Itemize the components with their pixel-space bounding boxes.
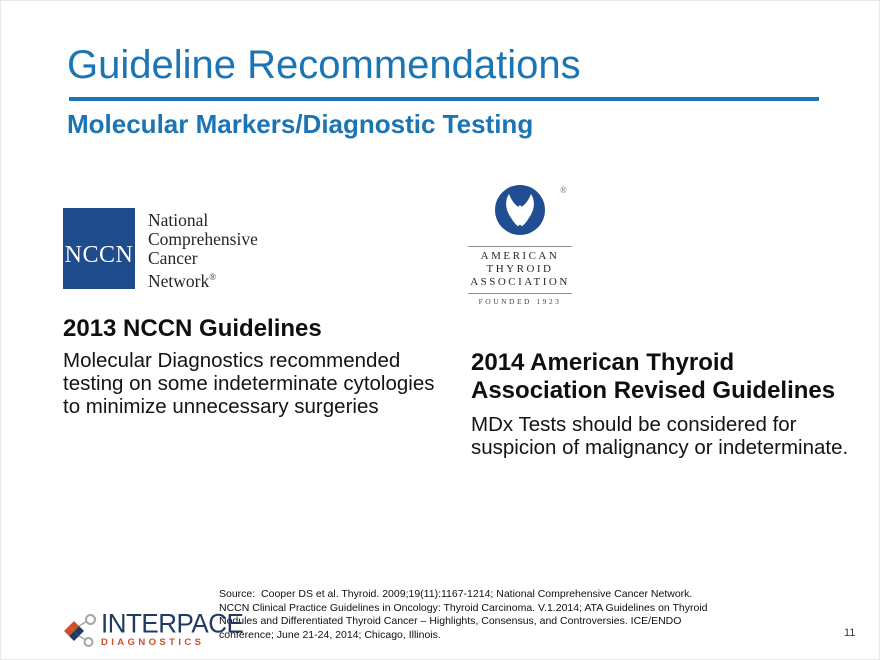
nccn-logo-square: NCCN	[63, 208, 135, 289]
nccn-name-line: Comprehensive	[148, 229, 258, 249]
ata-logo: ® AMERICAN THYROID ASSOCIATION FOUNDED 1…	[468, 184, 572, 306]
nccn-logo: NCCN National Comprehensive Cancer Netwo…	[63, 208, 258, 291]
nccn-registered-mark: ®	[209, 272, 217, 282]
title-divider-rule	[69, 97, 819, 101]
source-line: Source: Cooper DS et al. Thyroid. 2009;1…	[219, 588, 693, 600]
page-title: Guideline Recommendations	[67, 43, 581, 87]
ata-registered-mark: ®	[560, 185, 567, 195]
ata-divider-bottom	[468, 293, 572, 294]
interpace-diagnostics-logo: INTERPACE DIAGNOSTICS	[61, 607, 244, 651]
interpace-wordmark: INTERPACE DIAGNOSTICS	[101, 607, 244, 651]
interpace-brand-name: INTERPACE	[101, 607, 244, 639]
nccn-logo-acronym: NCCN	[64, 242, 134, 268]
page-subtitle: Molecular Markers/Diagnostic Testing	[67, 109, 534, 139]
ata-divider-top	[468, 246, 572, 247]
ata-guidelines-body: MDx Tests should be considered for suspi…	[471, 413, 849, 459]
source-line: conference; June 21-24, 2014; Chicago, I…	[219, 628, 441, 641]
interpace-brand-sub: DIAGNOSTICS	[101, 637, 205, 648]
ata-founded-line: FOUNDED 1923	[478, 297, 562, 306]
nccn-logo-name: National Comprehensive Cancer Network®	[148, 211, 258, 291]
ata-thyroid-icon	[495, 185, 545, 235]
ata-org-name-line: AMERICAN	[480, 250, 560, 262]
ata-logo-emblem: ®	[468, 184, 572, 244]
nccn-name-line: Cancer	[148, 248, 198, 268]
nccn-name-line: Network®	[148, 270, 217, 291]
nccn-guidelines-body: Molecular Diagnostics recommended testin…	[63, 349, 435, 418]
ata-guidelines-heading: 2014 American Thyroid Association Revise…	[471, 349, 836, 404]
ata-org-name-line: ASSOCIATION	[470, 276, 570, 288]
nccn-name-line: National	[148, 210, 209, 230]
page-number: 11	[844, 627, 856, 639]
nccn-guidelines-heading: 2013 NCCN Guidelines	[63, 315, 322, 342]
source-line: NCCN Clinical Practice Guidelines in Onc…	[219, 601, 708, 614]
ata-org-name-line: THYROID	[486, 263, 554, 275]
source-citation: Source: Cooper DS et al. Thyroid. 2009;1…	[219, 588, 708, 642]
source-line: Nodules and Differentiated Thyroid Cance…	[219, 615, 682, 627]
interpace-diamond-icon	[64, 614, 96, 647]
